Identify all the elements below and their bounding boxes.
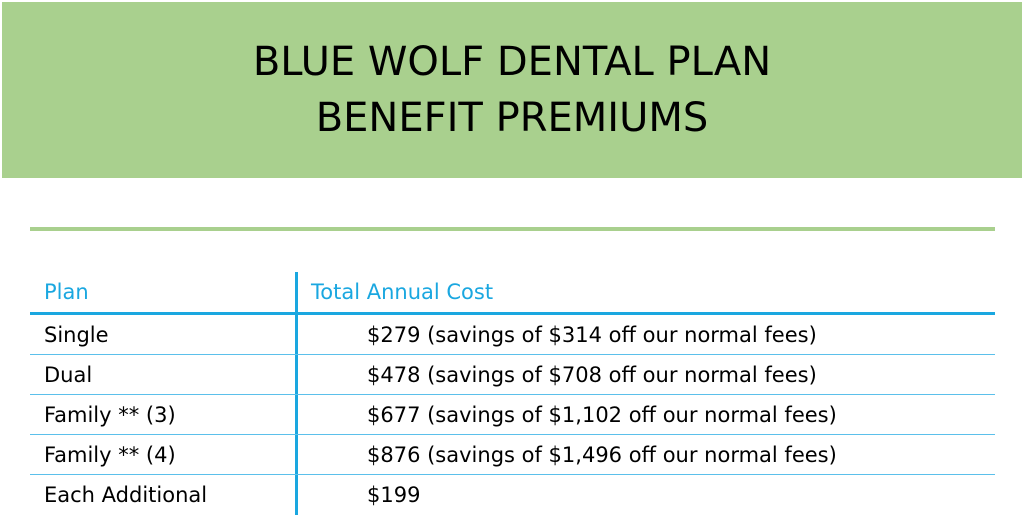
- header-plan: Plan: [44, 280, 89, 304]
- table-row: Family ** (3) $677 (savings of $1,102 of…: [30, 395, 995, 435]
- cost-cell: $478 (savings of $708 off our normal fee…: [367, 362, 817, 387]
- title-line-2: BENEFIT PREMIUMS: [315, 95, 709, 141]
- cost-cell: $279 (savings of $314 off our normal fee…: [367, 322, 817, 347]
- plan-cell: Family ** (3): [44, 402, 176, 427]
- title-banner: BLUE WOLF DENTAL PLAN BENEFIT PREMIUMS: [2, 2, 1022, 178]
- header-total-annual-cost: Total Annual Cost: [311, 280, 494, 304]
- cost-cell: $876 (savings of $1,496 off our normal f…: [367, 442, 837, 467]
- divider-rule: [30, 227, 995, 231]
- table-row: Family ** (4) $876 (savings of $1,496 of…: [30, 435, 995, 475]
- table-row: Dual $478 (savings of $708 off our norma…: [30, 355, 995, 395]
- plan-cell: Single: [44, 322, 109, 347]
- table-header-row: Plan Total Annual Cost: [30, 272, 995, 315]
- plan-cell: Dual: [44, 362, 93, 387]
- table-row: Single $279 (savings of $314 off our nor…: [30, 315, 995, 355]
- table-row: Each Additional $199: [30, 475, 995, 514]
- cost-cell: $199: [367, 482, 421, 507]
- plan-cell: Each Additional: [44, 482, 208, 507]
- premiums-table: Plan Total Annual Cost Single $279 (savi…: [30, 272, 995, 515]
- column-separator: [295, 272, 298, 515]
- plan-cell: Family ** (4): [44, 442, 176, 467]
- title-line-1: BLUE WOLF DENTAL PLAN: [252, 39, 772, 85]
- cost-cell: $677 (savings of $1,102 off our normal f…: [367, 402, 837, 427]
